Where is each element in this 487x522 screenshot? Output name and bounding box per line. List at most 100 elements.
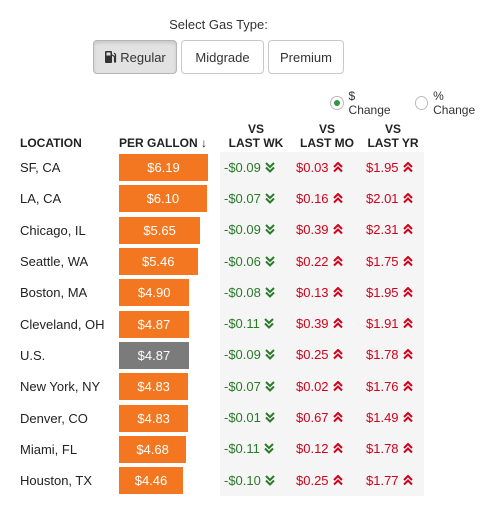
percent-change-radio[interactable] (414, 96, 429, 110)
double-chevron-up-icon (402, 380, 413, 395)
week-change: -$0.06 (220, 245, 292, 278)
month-change-value: $0.39 (296, 222, 329, 238)
location-header[interactable]: LOCATION (20, 136, 82, 150)
double-chevron-up-icon (402, 442, 413, 457)
month-change-value: $0.22 (296, 253, 329, 269)
month-change-value: $0.67 (296, 409, 329, 425)
price-cell: $4.46 (119, 465, 220, 496)
table-row: LA, CA $6.10 -$0.07 $0.16 $2.01 (16, 183, 424, 215)
week-change-value: -$0.06 (224, 253, 261, 269)
year-change-value: $2.01 (366, 190, 399, 206)
price-cell: $4.83 (119, 371, 220, 402)
location-name: SF, CA (20, 160, 61, 176)
price-cell: $4.68 (119, 434, 220, 465)
price-cell: $4.90 (119, 277, 220, 308)
double-chevron-up-icon (402, 411, 413, 426)
month-change-value: $0.25 (296, 472, 329, 488)
month-change: $0.03 (292, 152, 362, 184)
last-week-header-line1: VS (247, 122, 264, 136)
year-change: $2.01 (362, 183, 424, 215)
double-chevron-up-icon (402, 192, 413, 207)
table-row: Chicago, IL $5.65 -$0.09 $0.39 $2.31 (16, 214, 424, 246)
week-change: -$0.11 (220, 308, 292, 340)
double-chevron-up-icon (402, 223, 413, 238)
percent-change-label: % Change (433, 89, 476, 117)
table-row: Seattle, WA $5.46 -$0.06 $0.22 $1.75 (16, 245, 424, 278)
week-change-value: -$0.08 (224, 284, 261, 300)
price-bar: $5.65 (119, 216, 201, 244)
month-change-value: $0.13 (296, 284, 329, 300)
premium-button[interactable]: Premium (268, 40, 344, 74)
month-change-value: $0.02 (296, 378, 329, 394)
month-change: $0.02 (292, 371, 362, 403)
double-chevron-up-icon (332, 223, 343, 238)
double-chevron-up-icon (332, 442, 343, 457)
month-change-value: $0.03 (296, 159, 329, 175)
year-change: $1.76 (362, 371, 424, 403)
location-name: Chicago, IL (20, 222, 86, 238)
regular-label: Regular (120, 49, 166, 65)
double-chevron-down-icon (265, 380, 275, 395)
week-change-value: -$0.07 (224, 378, 261, 394)
week-change-value: -$0.09 (224, 159, 261, 175)
double-chevron-down-icon (264, 317, 274, 332)
last-month-header-line1: VS (318, 122, 335, 136)
location-name: Boston, MA (20, 285, 88, 301)
regular-button[interactable]: Regular (93, 40, 177, 74)
double-chevron-down-icon (265, 286, 275, 301)
week-change: -$0.07 (220, 183, 292, 215)
year-change-value: $1.75 (366, 253, 399, 269)
week-change: -$0.09 (220, 214, 292, 246)
month-change: $0.25 (292, 464, 362, 497)
dollar-change-option[interactable]: $ Change (330, 89, 399, 117)
price-cell: $4.83 (119, 402, 220, 433)
last-year-header[interactable]: VS LAST YR (362, 122, 424, 152)
week-change-value: -$0.10 (224, 472, 261, 488)
price-bar: $5.46 (119, 248, 198, 276)
month-change-value: $0.25 (296, 347, 329, 363)
select-gas-type-label: Select Gas Type: (169, 17, 268, 32)
location-name: Houston, TX (20, 473, 93, 489)
gas-price-table: LOCATION PER GALLON ↓ VS LAST WK VS LAST M… (16, 122, 424, 497)
price-bar: $4.46 (119, 467, 183, 495)
week-change-value: -$0.07 (224, 190, 261, 206)
midgrade-button[interactable]: Midgrade (181, 40, 264, 74)
double-chevron-down-icon (265, 474, 275, 489)
double-chevron-up-icon (402, 474, 413, 489)
gas-pump-icon (104, 50, 117, 64)
year-change: $1.91 (362, 308, 424, 340)
percent-change-option[interactable]: % Change (414, 89, 487, 117)
location-name: Seattle, WA (20, 254, 89, 270)
table-row: U.S. $4.87 -$0.09 $0.25 $1.78 (16, 339, 424, 372)
price-bar: $4.83 (119, 373, 189, 401)
table-row: Miami, FL $4.68 -$0.11 $0.12 $1.78 (16, 433, 424, 465)
double-chevron-up-icon (332, 348, 343, 363)
last-month-header[interactable]: VS LAST MO (292, 122, 362, 152)
table-header-row: LOCATION PER GALLON ↓ VS LAST WK VS LAST M… (16, 122, 424, 152)
double-chevron-down-icon (265, 192, 275, 207)
month-change: $0.39 (292, 308, 362, 340)
midgrade-label: Midgrade (195, 49, 250, 65)
table-row: New York, NY $4.83 -$0.07 $0.02 $1.76 (16, 371, 424, 403)
year-change: $1.75 (362, 245, 424, 278)
last-week-header-line2: LAST WK (228, 136, 284, 150)
year-change-value: $1.78 (366, 347, 399, 363)
price-cell: $5.46 (119, 246, 220, 277)
per-gallon-header[interactable]: PER GALLON ↓ (119, 136, 208, 150)
month-change: $0.67 (292, 402, 362, 434)
location-name: U.S. (20, 347, 46, 363)
price-bar: $4.87 (119, 341, 189, 369)
double-chevron-down-icon (265, 348, 275, 363)
last-week-header[interactable]: VS LAST WK (220, 122, 292, 152)
month-change: $0.12 (292, 433, 362, 465)
price-cell: $4.87 (119, 308, 220, 339)
year-change: $1.95 (362, 152, 424, 184)
double-chevron-up-icon (332, 411, 343, 426)
table-row: Boston, MA $4.90 -$0.08 $0.13 $1.95 (16, 277, 424, 309)
dollar-change-radio[interactable] (330, 96, 344, 110)
table-row: Denver, CO $4.83 -$0.01 $0.67 $1.49 (16, 402, 424, 434)
price-bar: $4.90 (119, 279, 190, 307)
price-bar: $4.83 (119, 404, 189, 432)
location-name: LA, CA (20, 191, 62, 207)
price-bar: $6.19 (119, 154, 208, 182)
